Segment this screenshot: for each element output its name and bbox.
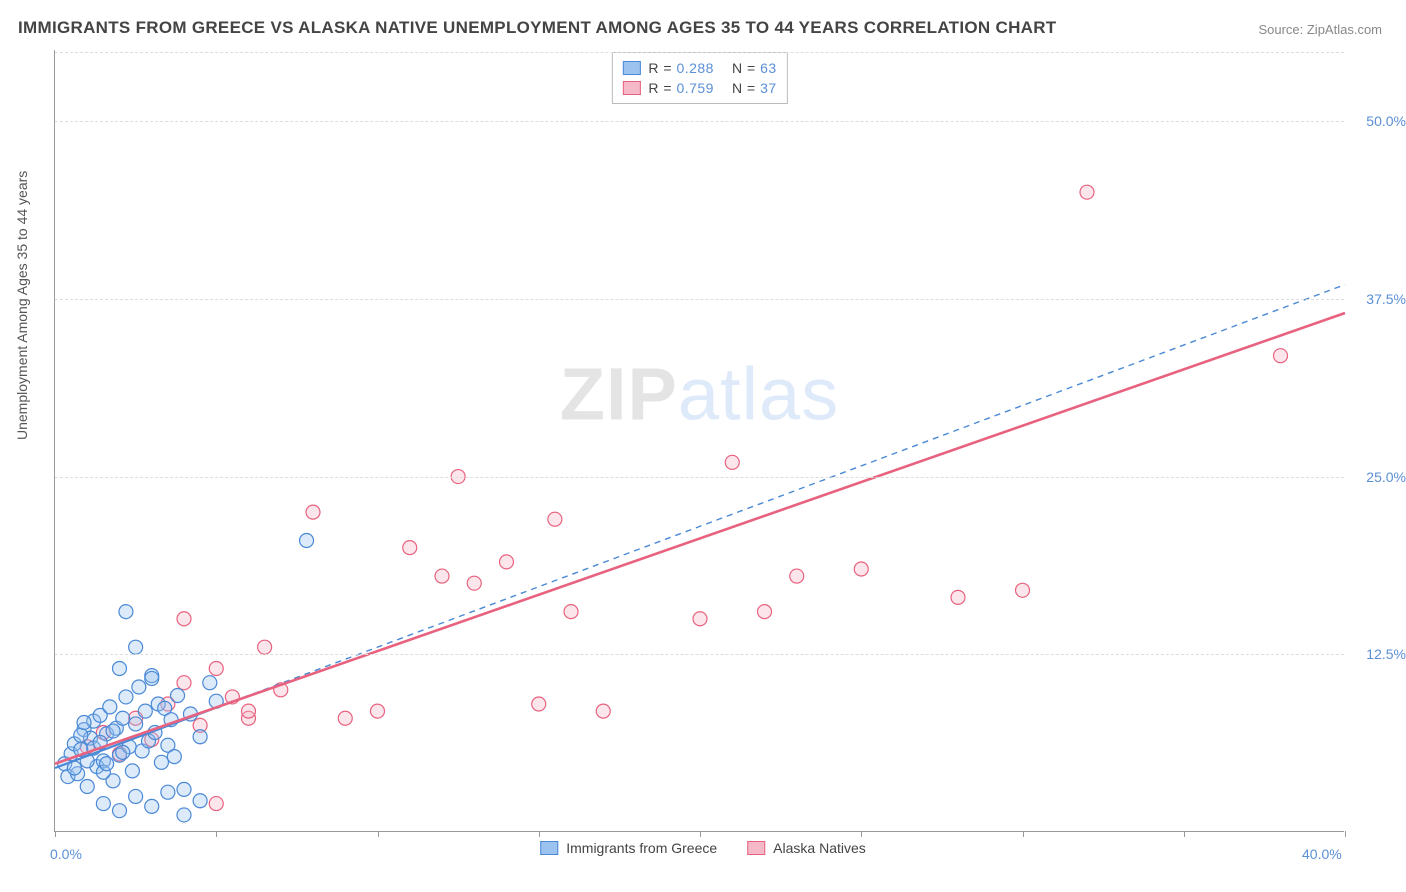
data-point xyxy=(193,730,207,744)
data-point xyxy=(171,689,185,703)
data-point xyxy=(113,804,127,818)
trend-line xyxy=(55,313,1345,764)
data-point xyxy=(790,569,804,583)
data-point xyxy=(403,541,417,555)
x-tick xyxy=(539,831,540,837)
data-point xyxy=(258,640,272,654)
data-point xyxy=(116,711,130,725)
data-point xyxy=(100,757,114,771)
data-point xyxy=(145,799,159,813)
legend-item-alaska: Alaska Natives xyxy=(747,840,866,856)
data-point xyxy=(338,711,352,725)
y-tick-label: 25.0% xyxy=(1366,469,1406,485)
gridline-h xyxy=(55,477,1344,478)
y-tick-label: 50.0% xyxy=(1366,113,1406,129)
data-point xyxy=(1274,349,1288,363)
data-point xyxy=(209,661,223,675)
data-point xyxy=(116,745,130,759)
data-point xyxy=(138,704,152,718)
legend-label-greece: Immigrants from Greece xyxy=(566,840,717,856)
data-point xyxy=(951,590,965,604)
data-point xyxy=(1080,185,1094,199)
data-point xyxy=(193,794,207,808)
legend-item-greece: Immigrants from Greece xyxy=(540,840,717,856)
data-point xyxy=(177,612,191,626)
data-point xyxy=(725,455,739,469)
data-point xyxy=(242,704,256,718)
gridline-h xyxy=(55,299,1344,300)
data-point xyxy=(564,605,578,619)
data-point xyxy=(80,780,94,794)
data-point xyxy=(371,704,385,718)
data-point xyxy=(306,505,320,519)
legend-swatch-greece-bottom xyxy=(540,841,558,855)
data-point xyxy=(129,789,143,803)
data-point xyxy=(177,782,191,796)
data-point xyxy=(300,534,314,548)
legend-swatch-alaska-bottom xyxy=(747,841,765,855)
gridline-h xyxy=(55,52,1344,53)
data-point xyxy=(435,569,449,583)
data-point xyxy=(103,700,117,714)
x-tick xyxy=(700,831,701,837)
data-point xyxy=(129,717,143,731)
data-point xyxy=(129,640,143,654)
data-point xyxy=(758,605,772,619)
x-tick-zero: 0.0% xyxy=(50,846,82,862)
data-point xyxy=(113,661,127,675)
x-tick-max: 40.0% xyxy=(1302,846,1342,862)
data-point xyxy=(161,785,175,799)
legend-series: Immigrants from Greece Alaska Natives xyxy=(540,840,866,856)
data-point xyxy=(145,671,159,685)
x-tick xyxy=(1184,831,1185,837)
y-tick-label: 37.5% xyxy=(1366,291,1406,307)
data-point xyxy=(467,576,481,590)
gridline-h xyxy=(55,654,1344,655)
plot-svg xyxy=(55,50,1344,831)
data-point xyxy=(77,716,91,730)
y-tick-label: 12.5% xyxy=(1366,646,1406,662)
legend-label-alaska: Alaska Natives xyxy=(773,840,866,856)
data-point xyxy=(548,512,562,526)
data-point xyxy=(854,562,868,576)
data-point xyxy=(96,797,110,811)
chart-title: IMMIGRANTS FROM GREECE VS ALASKA NATIVE … xyxy=(18,18,1056,38)
plot-area: ZIPatlas R = 0.288 N = 63 R = 0.759 N = … xyxy=(54,50,1344,832)
x-tick xyxy=(861,831,862,837)
data-point xyxy=(693,612,707,626)
y-axis-label: Unemployment Among Ages 35 to 44 years xyxy=(14,171,30,440)
x-tick xyxy=(55,831,56,837)
data-point xyxy=(106,724,120,738)
gridline-h xyxy=(55,121,1344,122)
x-tick xyxy=(378,831,379,837)
data-point xyxy=(177,676,191,690)
x-tick xyxy=(1345,831,1346,837)
x-tick xyxy=(1023,831,1024,837)
source-attribution: Source: ZipAtlas.com xyxy=(1258,22,1382,37)
data-point xyxy=(74,728,88,742)
data-point xyxy=(125,764,139,778)
data-point xyxy=(532,697,546,711)
data-point xyxy=(167,750,181,764)
data-point xyxy=(596,704,610,718)
data-point xyxy=(132,680,146,694)
data-point xyxy=(203,676,217,690)
data-point xyxy=(1016,583,1030,597)
data-point xyxy=(209,797,223,811)
data-point xyxy=(119,605,133,619)
data-point xyxy=(119,690,133,704)
x-tick xyxy=(216,831,217,837)
data-point xyxy=(500,555,514,569)
trend-line xyxy=(232,285,1345,702)
data-point xyxy=(154,755,168,769)
data-point xyxy=(177,808,191,822)
